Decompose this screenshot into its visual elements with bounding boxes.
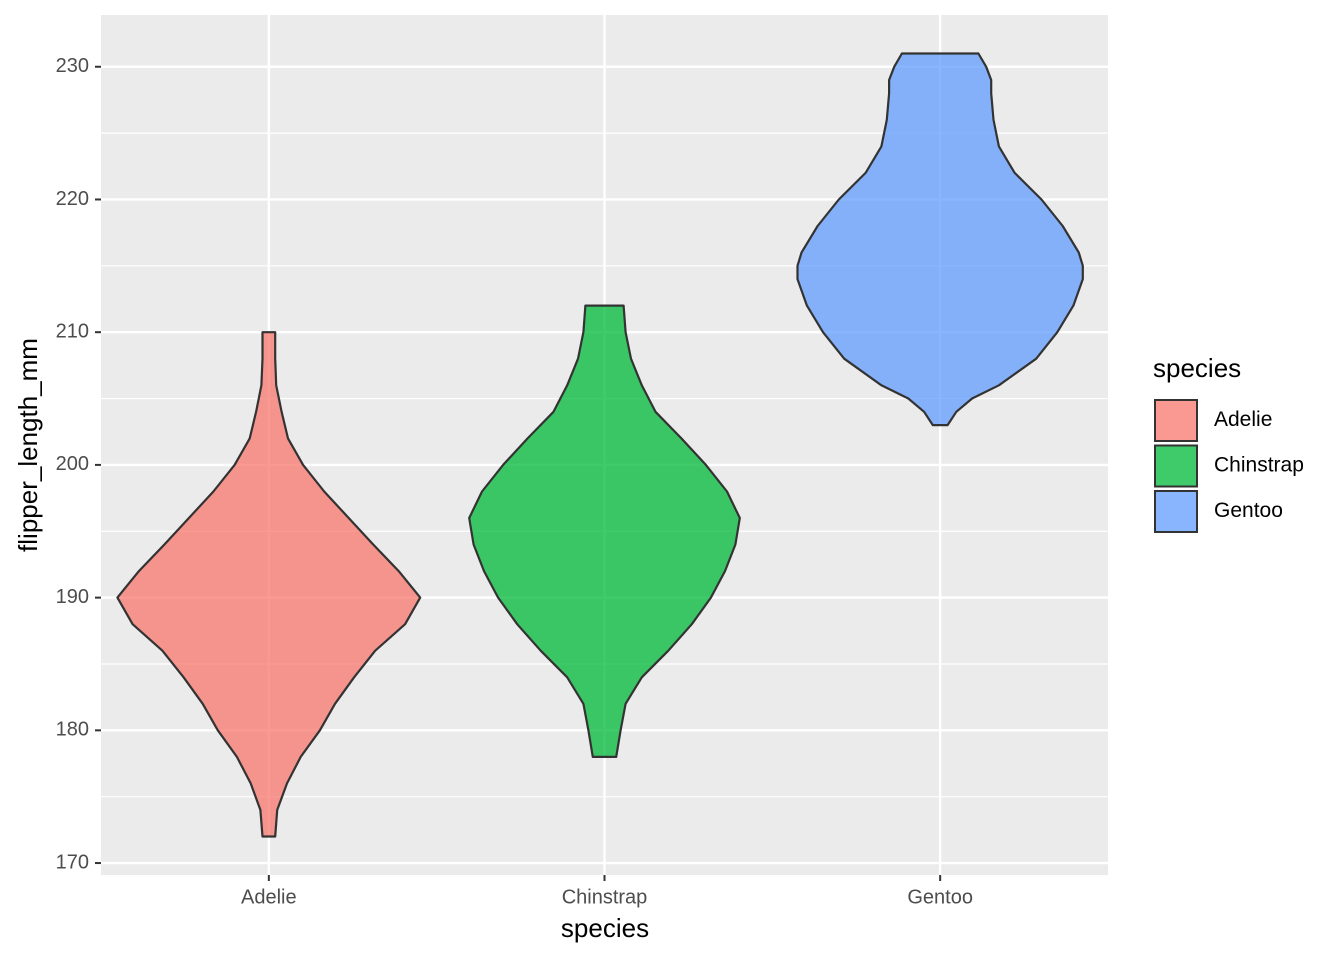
x-axis-title: species — [561, 913, 649, 943]
y-tick-label: 180 — [56, 719, 89, 741]
violin — [796, 52, 1084, 427]
y-tick-label: 190 — [56, 586, 89, 608]
x-tick-label: Gentoo — [907, 886, 973, 908]
y-tick-label: 220 — [56, 188, 89, 210]
y-axis-title: flipper_length_mm — [13, 338, 43, 552]
violin — [116, 331, 422, 838]
violin — [468, 304, 741, 758]
legend-label: Adelie — [1214, 408, 1272, 431]
x-tick-label: Chinstrap — [562, 886, 648, 908]
legend-label: Chinstrap — [1214, 454, 1304, 477]
legend-key — [1154, 490, 1198, 533]
y-tick-label: 210 — [56, 320, 89, 342]
x-tick-label: Adelie — [241, 886, 297, 908]
legend-key — [1154, 444, 1198, 488]
legend-key — [1154, 399, 1198, 442]
legend-title: species — [1153, 353, 1241, 383]
y-tick-label: 170 — [56, 851, 89, 873]
y-tick-label: 230 — [56, 55, 89, 77]
y-tick-label: 200 — [56, 453, 89, 475]
legend-label: Gentoo — [1214, 499, 1283, 522]
